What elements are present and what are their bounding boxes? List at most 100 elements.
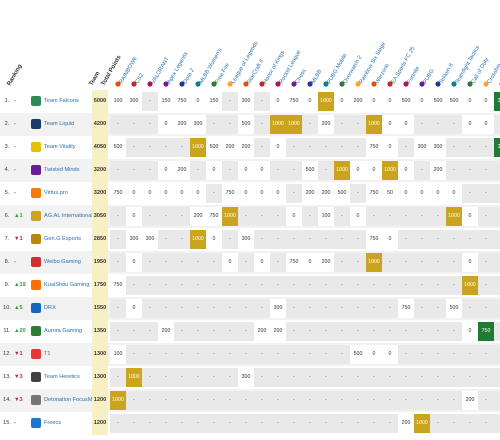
team-name-link[interactable]: Team Vitality xyxy=(44,144,76,150)
points-cell: - xyxy=(126,161,142,180)
points-cell: 300 xyxy=(430,138,446,157)
team-name-link[interactable]: DRX xyxy=(44,305,56,311)
points-cell: 200 xyxy=(462,391,478,410)
points-cell: - xyxy=(398,368,414,387)
points-cell: - xyxy=(382,299,398,318)
total-points-cell: 1750 xyxy=(92,274,108,297)
points-cell: - xyxy=(366,299,382,318)
points-cell: 1000 xyxy=(446,207,462,226)
game-column-header[interactable]: Fortnite xyxy=(407,66,422,85)
points-cell: - xyxy=(238,391,254,410)
game-icon xyxy=(163,81,169,87)
team-logo-cell xyxy=(30,389,42,412)
game-icon xyxy=(147,81,153,87)
game-column-header[interactable]: MLBB xyxy=(311,69,324,85)
total-points-cell: 5000 xyxy=(92,90,108,113)
team-name-link[interactable]: Twisted Minds xyxy=(44,167,80,173)
points-cell: - xyxy=(398,230,414,249)
points-cell: - xyxy=(126,322,142,341)
points-cell: - xyxy=(222,368,238,387)
points-cell: - xyxy=(206,299,222,318)
points-cell: - xyxy=(254,230,270,249)
points-cell: - xyxy=(318,322,334,341)
table-row: 9. ▲19 KuaiShou Gaming 1750 750- - - - - - - - - - - - -… xyxy=(0,274,500,297)
team-name-link[interactable]: AG.AL International xyxy=(44,213,92,219)
team-name-link[interactable]: Detonation FocusMe xyxy=(44,397,92,403)
team-name-link[interactable]: Freecs xyxy=(44,420,62,426)
points-cell: - xyxy=(366,391,382,410)
points-cell: 0 xyxy=(126,184,142,203)
points-cell: 0 xyxy=(158,184,174,203)
points-cell: - xyxy=(222,161,238,180)
team-name-link[interactable]: Aurora Gaming xyxy=(44,328,82,334)
points-cell: - xyxy=(494,207,500,226)
points-cell: - xyxy=(302,414,318,433)
points-cell: 0 xyxy=(382,115,398,134)
total-points-cell: 1300 xyxy=(92,343,108,366)
team-name-link[interactable]: Team Liquid xyxy=(44,121,75,127)
team-logo-icon xyxy=(31,349,41,359)
game-icon xyxy=(211,81,217,87)
points-cell: - xyxy=(190,368,206,387)
game-icon xyxy=(195,81,201,87)
rank-change: - xyxy=(14,144,16,150)
points-cell: 0 xyxy=(446,184,462,203)
team-logo-icon xyxy=(31,326,41,336)
points-cell: - xyxy=(414,115,430,134)
points-cell: 1000 xyxy=(366,253,382,272)
game-column-header[interactable]: Chess xyxy=(295,68,308,85)
game-column-header[interactable]: Tekken 8 xyxy=(439,63,455,85)
total-points-cell: 1200 xyxy=(92,389,108,412)
team-name-link[interactable]: Team Falcons xyxy=(44,98,79,104)
game-column-header[interactable]: CS2 xyxy=(135,73,146,85)
points-cell: - xyxy=(158,391,174,410)
team-name-link[interactable]: Gen.G Esports xyxy=(44,236,81,242)
table-row: 7. ▼1 Gen.G Esports 2850-300 300- -1000 0-300-… xyxy=(0,228,500,251)
points-cell: - xyxy=(414,276,430,295)
team-logo-icon xyxy=(31,142,41,152)
points-cell: - xyxy=(126,138,142,157)
points-cell: 1000 xyxy=(334,161,350,180)
points-cell: 0 xyxy=(206,230,222,249)
table-row: 13. ▼3 Team Heretics 1300-1000- - - - - -300- - - -… xyxy=(0,366,500,389)
team-name-link[interactable]: T1 xyxy=(44,351,51,357)
points-cell: 200 xyxy=(318,184,334,203)
game-column-header[interactable]: Warzone xyxy=(375,63,391,85)
points-cell: - xyxy=(110,322,126,341)
rank-cell: 12. xyxy=(3,351,11,357)
points-cell: - xyxy=(222,276,238,295)
rank-cell: 13. xyxy=(3,374,11,380)
game-column-header[interactable]: PUBG xyxy=(423,68,436,85)
team-name-link[interactable]: Virtus.pro xyxy=(44,190,68,196)
points-cell: - xyxy=(190,322,206,341)
points-cell: 750 xyxy=(206,207,222,226)
points-cell: 0 xyxy=(302,92,318,111)
ranking-header: Ranking xyxy=(7,63,24,87)
points-cell: 150 xyxy=(158,92,174,111)
points-cell: - xyxy=(462,368,478,387)
points-cell: 500 xyxy=(238,115,254,134)
points-cell: - xyxy=(254,299,270,318)
points-cell: 0 xyxy=(302,253,318,272)
points-cell: 200 xyxy=(350,92,366,111)
points-cell: - xyxy=(366,368,382,387)
points-cell: 300 xyxy=(126,92,142,111)
game-column-header[interactable]: Free Fire xyxy=(215,62,232,85)
points-cell: 500 xyxy=(446,299,462,318)
team-logo-cell xyxy=(30,182,42,205)
team-name-link[interactable]: Team Heretics xyxy=(44,374,80,380)
rank-change: - xyxy=(14,420,16,426)
team-name-link[interactable]: Weibo Gaming xyxy=(44,259,81,265)
points-cell: - xyxy=(174,345,190,364)
points-cell: 200 xyxy=(318,115,334,134)
game-icon xyxy=(451,81,457,87)
game-column-header[interactable]: Dota 2 xyxy=(183,68,196,85)
team-name-link[interactable]: KuaiShou Gaming xyxy=(44,282,90,288)
points-cell: - xyxy=(270,207,286,226)
game-column-header[interactable]: Crossfire xyxy=(487,63,500,85)
points-cell: - xyxy=(190,299,206,318)
points-cell: - xyxy=(430,391,446,410)
points-cell: - xyxy=(446,322,462,341)
points-cell: 200 xyxy=(398,414,414,433)
points-cell: - xyxy=(142,345,158,364)
